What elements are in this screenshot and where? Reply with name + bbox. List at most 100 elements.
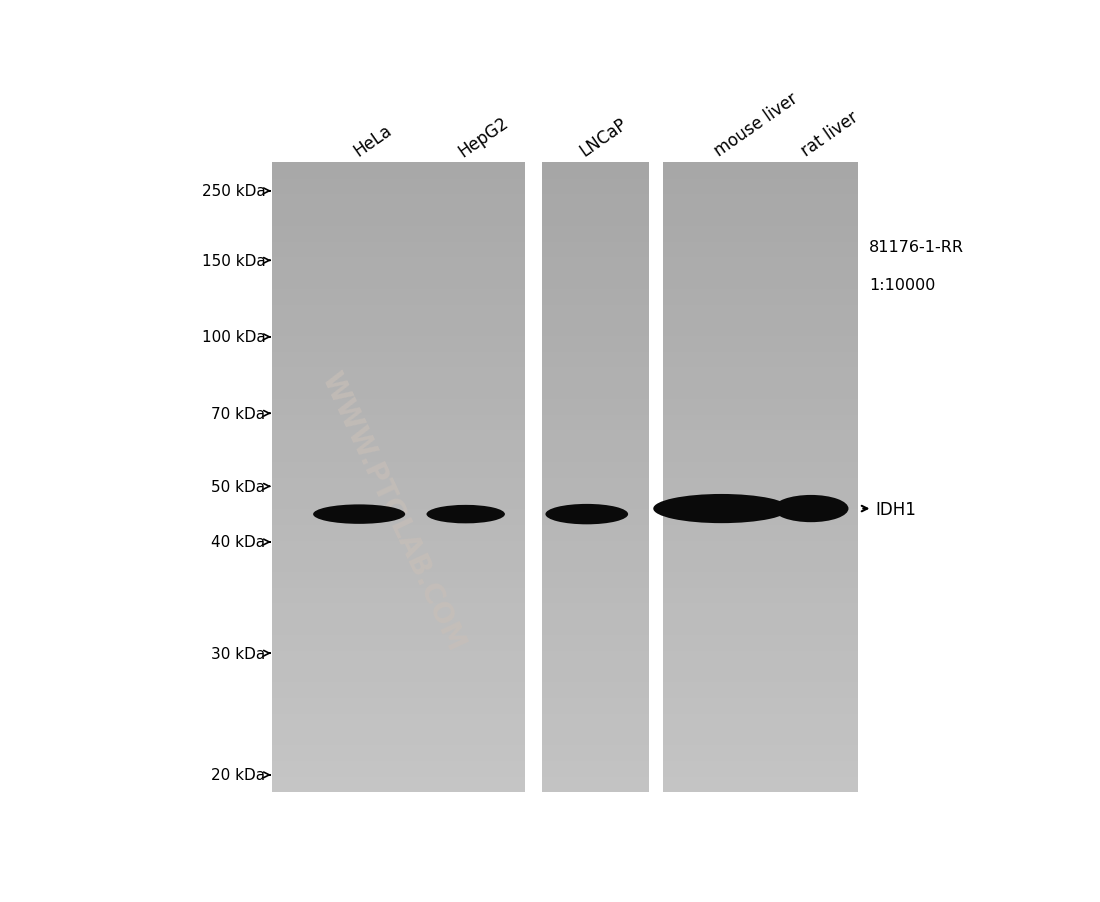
Bar [663, 336, 858, 353]
Bar [541, 399, 649, 415]
Bar [541, 619, 649, 635]
Bar [663, 729, 858, 745]
Bar [541, 666, 649, 683]
Bar [272, 619, 526, 635]
Bar [541, 179, 649, 195]
Bar [272, 179, 526, 195]
Bar [663, 195, 858, 211]
Bar [663, 666, 858, 683]
Bar [541, 430, 649, 446]
Bar [541, 713, 649, 730]
Bar [541, 776, 649, 792]
Text: 50 kDa: 50 kDa [211, 479, 265, 494]
Bar [663, 572, 858, 588]
Bar [272, 383, 526, 400]
Bar [272, 713, 526, 730]
Bar [541, 289, 649, 305]
Bar [272, 682, 526, 698]
Bar [272, 650, 526, 667]
Bar [541, 242, 649, 258]
Text: 70 kDa: 70 kDa [211, 406, 265, 421]
Bar [272, 415, 526, 431]
Bar [541, 729, 649, 745]
Bar [272, 320, 526, 336]
Text: LNCaP: LNCaP [576, 115, 630, 161]
Bar [272, 226, 526, 243]
Text: 30 kDa: 30 kDa [211, 646, 265, 661]
Bar [663, 320, 858, 336]
Bar [541, 697, 649, 713]
Bar [541, 744, 649, 761]
Bar [541, 226, 649, 243]
Bar [272, 446, 526, 463]
Bar [541, 257, 649, 274]
Bar [541, 634, 649, 651]
Text: mouse liver: mouse liver [711, 90, 801, 161]
Bar [272, 195, 526, 211]
Bar [272, 572, 526, 588]
Bar [272, 210, 526, 226]
Bar [663, 462, 858, 478]
Bar [272, 760, 526, 777]
Bar [663, 367, 858, 383]
Ellipse shape [546, 504, 628, 525]
Ellipse shape [427, 505, 505, 524]
Bar [541, 210, 649, 226]
Ellipse shape [773, 495, 848, 522]
Bar [272, 367, 526, 383]
Text: 150 kDa: 150 kDa [201, 253, 265, 269]
Bar [272, 273, 526, 290]
Bar [663, 509, 858, 525]
Bar [663, 273, 858, 290]
Bar [272, 587, 526, 603]
Bar [663, 430, 858, 446]
Bar [272, 399, 526, 415]
Bar [541, 320, 649, 336]
Bar [272, 352, 526, 368]
Text: WWW.PTGLAB.COM: WWW.PTGLAB.COM [316, 367, 471, 655]
Bar [272, 257, 526, 274]
Bar [541, 477, 649, 493]
Bar [272, 430, 526, 446]
Bar [541, 273, 649, 290]
Bar [663, 493, 858, 510]
Bar [663, 163, 858, 179]
Bar [663, 650, 858, 667]
Text: 1:10000: 1:10000 [869, 278, 935, 293]
Bar [272, 729, 526, 745]
Text: HeLa: HeLa [351, 122, 395, 161]
Bar [272, 462, 526, 478]
Bar [541, 587, 649, 603]
Bar [663, 289, 858, 305]
Bar [663, 383, 858, 400]
Bar [541, 383, 649, 400]
Bar [541, 493, 649, 510]
Bar [541, 446, 649, 463]
Bar [541, 195, 649, 211]
Bar [272, 493, 526, 510]
Text: 250 kDa: 250 kDa [201, 184, 265, 199]
Bar [663, 713, 858, 730]
Bar [663, 226, 858, 243]
Bar [663, 242, 858, 258]
Bar [663, 776, 858, 792]
Bar [541, 572, 649, 588]
Bar [541, 415, 649, 431]
Bar [272, 163, 526, 179]
Ellipse shape [314, 505, 405, 524]
Text: HepG2: HepG2 [455, 113, 513, 161]
Bar [272, 556, 526, 573]
Text: 20 kDa: 20 kDa [211, 768, 265, 783]
Bar [272, 697, 526, 713]
Bar [272, 540, 526, 557]
Bar [663, 634, 858, 651]
Bar [663, 210, 858, 226]
Bar [663, 556, 858, 573]
Text: rat liver: rat liver [799, 108, 861, 161]
Bar [272, 289, 526, 305]
Bar [541, 305, 649, 321]
Bar [663, 415, 858, 431]
Bar [272, 477, 526, 493]
Bar [663, 399, 858, 415]
Bar [541, 462, 649, 478]
